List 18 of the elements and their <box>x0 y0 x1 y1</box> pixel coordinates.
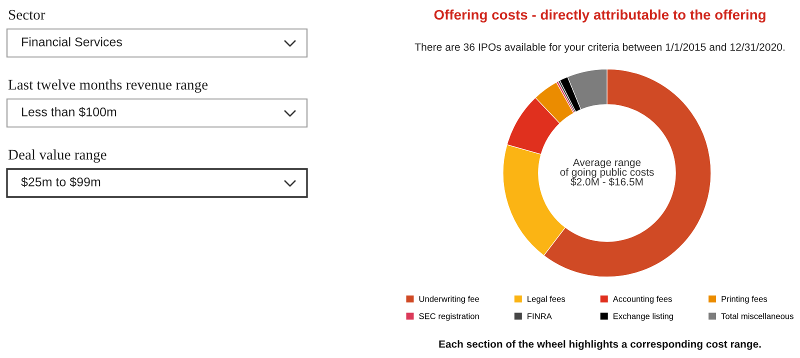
text: Sector <box>8 10 46 20</box>
text: Less than $100m <box>22 106 116 118</box>
text: Last twelve months revenue range <box>8 79 208 93</box>
legend-label: SEC registration <box>419 313 479 321</box>
legend-label: Exchange listing <box>614 313 674 321</box>
legend-label: Printing fees <box>722 296 768 304</box>
legend-label: Accounting fees <box>612 296 672 304</box>
legend-label: Total miscellaneous <box>721 313 794 320</box>
text: Financial Services <box>22 37 122 46</box>
text: Average range of going public costs $2.0M - $16.5M <box>560 158 654 186</box>
text: $25m to $99m <box>21 176 100 188</box>
legend-label: Legal fees <box>528 296 566 304</box>
text: Each section of the wheel highlights a corresponding cost range. <box>439 340 761 350</box>
legend-label: Underwriting fee <box>419 296 480 304</box>
legend-label: FINRA <box>528 313 552 320</box>
chart-subtitle: There are 36 IPOs available for your criteria between 1/1/2015 and 12/31/2020. <box>414 43 784 53</box>
chart-title: Offering costs - directly attributable to the offering <box>434 9 766 23</box>
text: Deal value range <box>8 149 106 163</box>
